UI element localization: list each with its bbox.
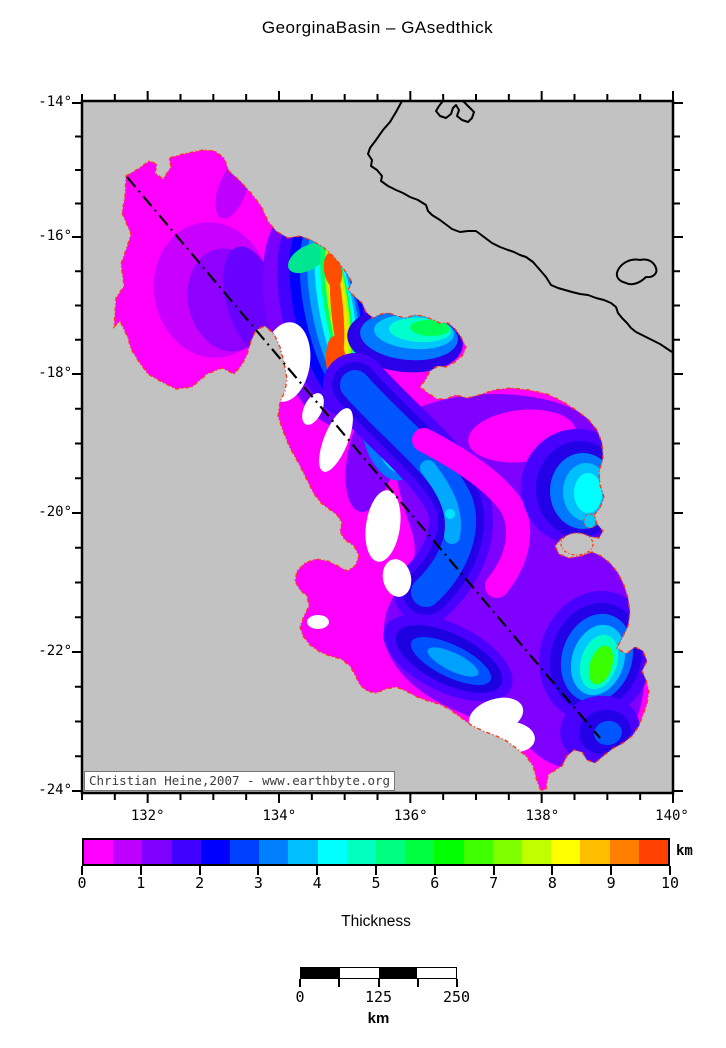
colorbar-tick [669, 866, 671, 875]
x-axis-label: 136° [393, 808, 428, 824]
scalebar-segment [301, 968, 340, 978]
colorbar-tick [139, 866, 142, 875]
scalebar-tick-label: 250 [442, 988, 471, 1006]
scalebar-tick [455, 979, 458, 987]
colorbar-tick-label: 6 [430, 874, 440, 892]
colorbar-segment [580, 840, 610, 864]
colorbar-tick [375, 866, 377, 875]
colorbar-segment [638, 840, 669, 864]
colorbar-segment [171, 840, 201, 864]
colorbar-segment [113, 840, 143, 864]
scalebar-tick [338, 979, 341, 987]
colorbar-tick-label: 1 [136, 874, 146, 892]
x-axis-label: 140° [655, 808, 689, 824]
colorbar-segment [317, 840, 347, 864]
basin-outline-bay [560, 532, 594, 556]
figure-title: GeorginaBasin – GAsedthick [261, 18, 494, 37]
colorbar-segment [84, 840, 114, 864]
scalebar-segment [378, 968, 418, 978]
x-axis-label: 138° [525, 808, 560, 824]
attribution-box: Christian Heine,2007 - www.earthbyte.org [84, 771, 396, 791]
y-axis-label: -22° [38, 643, 72, 659]
colorbar-segment [522, 840, 552, 864]
scalebar-segment [417, 968, 456, 978]
colorbar-segment [434, 840, 464, 864]
colorbar-segment [405, 840, 435, 864]
colorbar-segment [200, 840, 231, 864]
x-axis-label: 134° [262, 808, 297, 824]
colorbar-segment [346, 840, 377, 864]
colorbar-unit: km [676, 843, 693, 859]
colorbar-tick-label: 7 [489, 874, 499, 892]
colorbar-tick [316, 866, 319, 875]
y-axis-label: -14° [38, 94, 72, 110]
colorbar-segment [609, 840, 639, 864]
scalebar-tick-label: 125 [364, 988, 393, 1006]
colorbar-tick [551, 866, 554, 875]
colorbar-segment [288, 840, 318, 864]
colorbar-segment [142, 840, 172, 864]
scalebar-tick [377, 979, 380, 987]
colorbar-segment [376, 840, 406, 864]
basin-enclave [583, 513, 597, 529]
colorbar-tick [257, 866, 260, 875]
colorbar-tick [433, 866, 436, 875]
colorbar-tick [610, 866, 613, 875]
coastline-inlet [435, 100, 475, 123]
colorbar-tick [81, 866, 83, 875]
transect-line [126, 176, 601, 739]
colorbar-tick-label: 2 [195, 874, 205, 892]
scalebar-unit: km [367, 1010, 390, 1027]
colorbar-title: Thickness [341, 913, 411, 930]
colorbar-tick [198, 866, 201, 875]
colorbar-tick-label: 10 [660, 874, 680, 892]
colorbar [82, 838, 670, 866]
y-axis-label: -24° [38, 782, 72, 798]
scalebar [300, 967, 457, 979]
y-axis-label: -20° [38, 504, 72, 520]
map-frame [80, 99, 675, 795]
colorbar-tick-label: 4 [312, 874, 322, 892]
colorbar-segment [463, 840, 493, 864]
island [615, 258, 658, 286]
y-axis-label: -18° [38, 365, 72, 381]
colorbar-segment [492, 840, 523, 864]
colorbar-segment [551, 840, 581, 864]
y-axis-label: -16° [38, 228, 72, 244]
colorbar-tick-label: 5 [371, 874, 381, 892]
scalebar-tick-label: 0 [295, 988, 305, 1006]
colorbar-segment [230, 840, 260, 864]
colorbar-tick-label: 3 [253, 874, 263, 892]
scalebar-segment [339, 968, 379, 978]
colorbar-tick-label: 8 [547, 874, 557, 892]
colorbar-tick [492, 866, 495, 875]
x-axis-label: 132° [130, 808, 165, 824]
colorbar-segment [259, 840, 289, 864]
scalebar-tick [416, 979, 419, 987]
scalebar-tick [299, 979, 301, 987]
coastline [367, 100, 673, 353]
colorbar-tick-label: 9 [606, 874, 616, 892]
colorbar-tick-label: 0 [77, 874, 87, 892]
